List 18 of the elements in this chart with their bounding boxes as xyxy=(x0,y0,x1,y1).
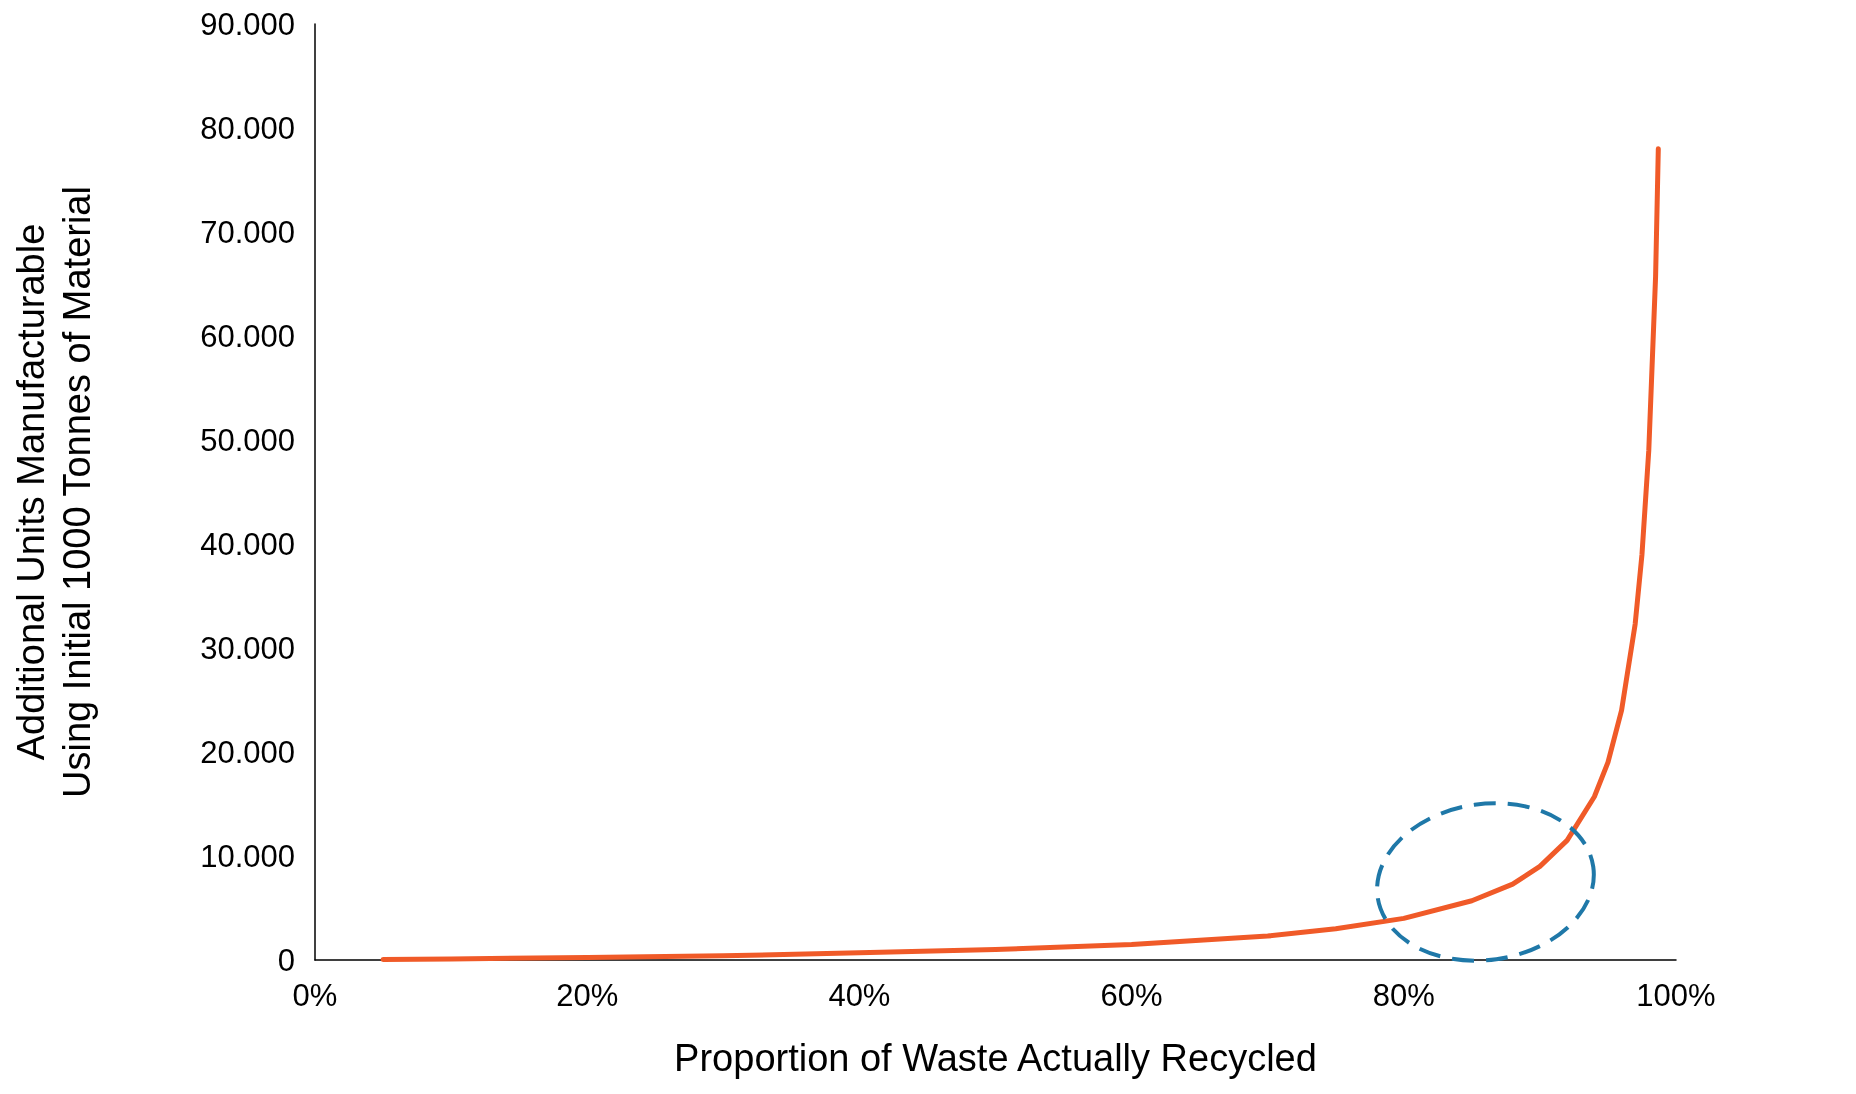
x-tick-label: 40% xyxy=(828,978,891,1013)
y-tick-label: 80.000 xyxy=(200,110,295,146)
x-tick-label: 20% xyxy=(556,978,619,1013)
y-tick-label: 10.000 xyxy=(200,838,295,874)
y-tick-label: 20.000 xyxy=(200,734,295,770)
x-tick-label: 0% xyxy=(292,978,338,1013)
y-tick-label: 0 xyxy=(277,942,295,978)
y-tick-label: 90.000 xyxy=(200,6,295,42)
y-tick-label: 30.000 xyxy=(200,630,295,666)
y-axis-title: Additional Units Manufacturable Using Initial 1000 Tonnes of Material xyxy=(10,186,98,798)
y-tick-label: 50.000 xyxy=(200,422,295,458)
x-tick-label: 80% xyxy=(1372,978,1435,1013)
x-tick-label: 60% xyxy=(1100,978,1163,1013)
y-tick-label: 40.000 xyxy=(200,526,295,562)
x-axis-title: Proportion of Waste Actually Recycled xyxy=(674,1037,1317,1079)
y-tick-label: 60.000 xyxy=(200,318,295,354)
y-tick-label: 70.000 xyxy=(200,214,295,250)
x-tick-label: 100% xyxy=(1636,978,1716,1013)
